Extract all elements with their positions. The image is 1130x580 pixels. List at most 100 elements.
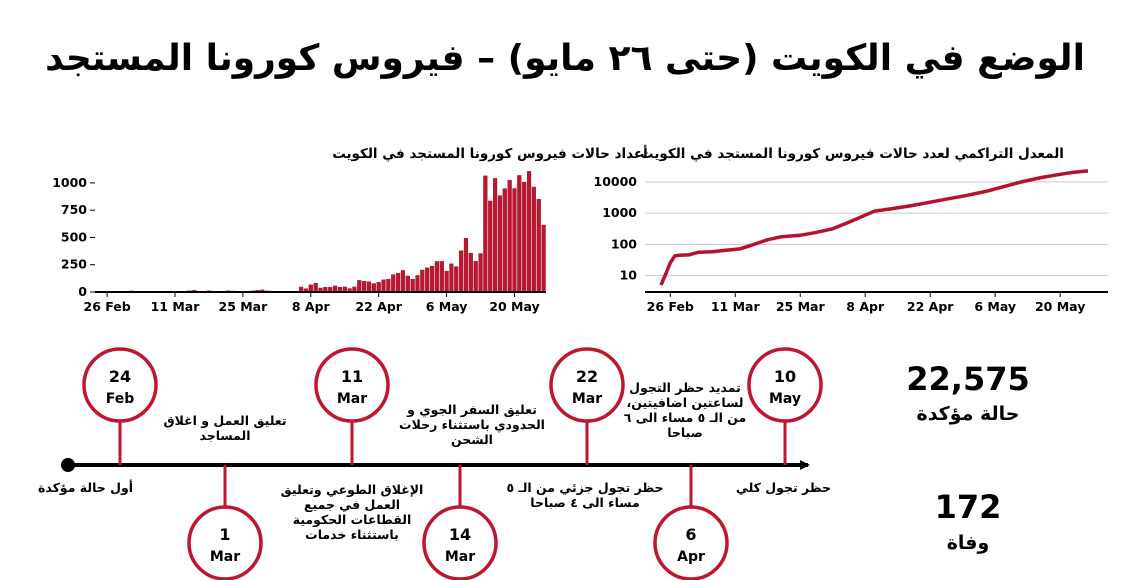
line-xtick-label: 11 Mar bbox=[711, 299, 761, 314]
timeline-date-circle bbox=[314, 347, 390, 423]
bar bbox=[371, 283, 376, 293]
bar-xtick-label: 11 Mar bbox=[151, 299, 201, 314]
timeline-date-circle bbox=[82, 347, 158, 423]
timeline-event-text: تعليق السفر الجوي و الحدودي باستثناء رحل… bbox=[399, 402, 545, 447]
timeline-day: 22 bbox=[576, 367, 598, 386]
bar bbox=[454, 266, 459, 293]
bar bbox=[512, 188, 517, 293]
timeline-day: 24 bbox=[109, 367, 131, 386]
cumulative-cases-chart: المعدل التراكمي لعدد حالات فيروس كورونا … bbox=[594, 146, 1108, 314]
bar bbox=[391, 274, 396, 293]
confirmed-label: حالة مؤكدة bbox=[916, 403, 1020, 425]
bar bbox=[415, 275, 420, 293]
bar-ytick-label: 500 bbox=[61, 229, 87, 244]
line-xtick-label: 6 May bbox=[974, 299, 1016, 314]
bar-xtick-label: 8 Apr bbox=[292, 299, 331, 314]
timeline-event-text: تعليق العمل و اغلاق المساجد bbox=[163, 413, 287, 443]
timeline-date-circle bbox=[549, 347, 625, 423]
timeline-day: 6 bbox=[685, 525, 696, 544]
timeline-start-dot bbox=[61, 458, 75, 472]
timeline-date-circle bbox=[422, 505, 498, 580]
deaths-count: 172 bbox=[934, 488, 1002, 526]
timeline-event-text: تمديد حظر التجول لساعتين اضافيتين، من ال… bbox=[623, 380, 747, 440]
bar bbox=[492, 178, 498, 293]
line-ytick-label: 100 bbox=[611, 236, 637, 251]
bar bbox=[449, 263, 454, 293]
timeline-month: Mar bbox=[572, 391, 602, 407]
line-xtick-label: 8 Apr bbox=[846, 299, 885, 314]
timeline-event-text: أول حالة مؤكدة bbox=[38, 480, 134, 495]
daily-cases-chart-title: أعداد حالات فيروس كورونا المستجد في الكو… bbox=[332, 145, 648, 162]
bar bbox=[362, 281, 367, 293]
timeline-month: Mar bbox=[445, 549, 475, 565]
line-xtick-label: 22 Apr bbox=[907, 299, 954, 314]
bar bbox=[313, 282, 318, 293]
bar bbox=[541, 224, 546, 293]
line-ytick-label: 10 bbox=[620, 268, 638, 283]
bar bbox=[468, 252, 473, 293]
timeline: 24 Feb 1 Mar 11 Mar 14 Mar 22 Mar 6 Apr 10 May bbox=[61, 347, 823, 580]
bar-xtick-label: 6 May bbox=[426, 299, 468, 314]
bar bbox=[522, 181, 527, 293]
bar-xtick-label: 22 Apr bbox=[355, 299, 402, 314]
bar bbox=[507, 180, 512, 293]
daily-cases-chart: أعداد حالات فيروس كورونا المستجد في الكو… bbox=[52, 145, 648, 314]
timeline-event-text: الإغلاق الطوعي وتعليق العمل في جميع القط… bbox=[280, 482, 424, 542]
bar-xtick-label: 26 Feb bbox=[84, 299, 131, 314]
bar bbox=[366, 281, 372, 293]
timeline-month: Apr bbox=[677, 549, 705, 565]
cumulative-series-line bbox=[659, 169, 1089, 286]
confirmed-count: 22,575 bbox=[906, 360, 1030, 398]
timeline-month: Feb bbox=[106, 391, 135, 407]
timeline-month: Mar bbox=[337, 391, 367, 407]
timeline-day: 11 bbox=[341, 367, 363, 386]
bar bbox=[497, 195, 503, 293]
bar bbox=[444, 270, 449, 293]
bar-ytick-label: 250 bbox=[61, 257, 87, 272]
bar bbox=[463, 238, 469, 293]
timeline-date-circle bbox=[187, 505, 263, 580]
bar bbox=[439, 261, 444, 293]
bar bbox=[429, 265, 435, 293]
timeline-event-text: حظر تجول جزئي من الـ ٥ مساء الى ٤ صباحا bbox=[506, 480, 664, 510]
timeline-day: 1 bbox=[219, 525, 230, 544]
bar bbox=[478, 253, 483, 293]
timeline-date-circle bbox=[653, 505, 729, 580]
timeline-month: Mar bbox=[210, 549, 240, 565]
timeline-date-circle bbox=[747, 347, 823, 423]
bar bbox=[420, 269, 425, 293]
timeline-day: 14 bbox=[449, 525, 471, 544]
line-xtick-label: 20 May bbox=[1035, 299, 1085, 314]
deaths-label: وفاة bbox=[946, 532, 990, 554]
bar bbox=[483, 175, 488, 293]
bar bbox=[308, 284, 313, 293]
bar bbox=[536, 199, 541, 293]
cumulative-cases-chart-title: المعدل التراكمي لعدد حالات فيروس كورونا … bbox=[640, 146, 1064, 162]
bar-ytick-label: 0 bbox=[78, 284, 87, 299]
page-title: الوضع في الكويت (حتى ٢٦ مايو) – فيروس كو… bbox=[45, 38, 1085, 79]
bar bbox=[526, 171, 532, 293]
bar bbox=[357, 280, 362, 293]
bar bbox=[410, 279, 415, 293]
bar bbox=[473, 261, 478, 293]
bar bbox=[517, 175, 522, 293]
bar bbox=[386, 278, 391, 293]
bar bbox=[425, 267, 430, 293]
bar-ytick-label: 750 bbox=[61, 202, 87, 217]
bar bbox=[488, 200, 493, 293]
bar-ytick-label: 1000 bbox=[52, 175, 87, 190]
bar-xtick-label: 25 Mar bbox=[219, 299, 269, 314]
timeline-month: May bbox=[769, 391, 801, 407]
bar bbox=[395, 273, 401, 293]
bar-xtick-label: 20 May bbox=[489, 299, 539, 314]
line-xtick-label: 25 Mar bbox=[776, 299, 826, 314]
timeline-event-text: حظر تجول كلي bbox=[735, 480, 831, 495]
bar bbox=[531, 186, 536, 293]
line-xtick-label: 26 Feb bbox=[647, 299, 694, 314]
timeline-day: 10 bbox=[774, 367, 796, 386]
bar bbox=[400, 270, 406, 293]
bar bbox=[459, 250, 464, 293]
line-ytick-label: 10000 bbox=[594, 174, 638, 189]
bar bbox=[434, 261, 439, 293]
line-ytick-label: 1000 bbox=[602, 205, 637, 220]
